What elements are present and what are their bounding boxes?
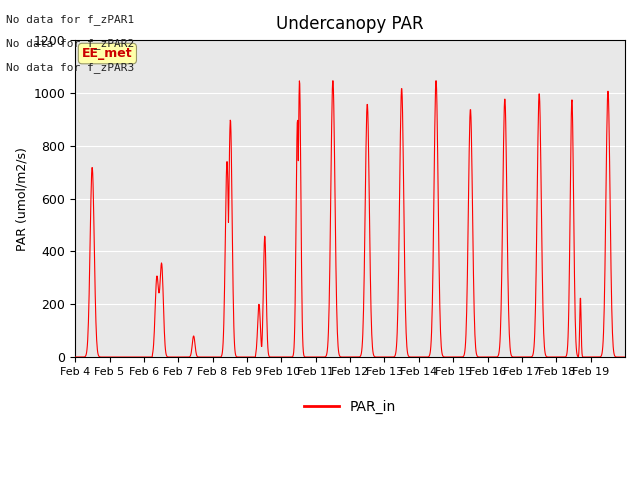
Text: No data for f_zPAR3: No data for f_zPAR3 [6, 62, 134, 73]
Text: EE_met: EE_met [82, 47, 132, 60]
Text: No data for f_zPAR2: No data for f_zPAR2 [6, 38, 134, 49]
Y-axis label: PAR (umol/m2/s): PAR (umol/m2/s) [15, 146, 28, 251]
Text: No data for f_zPAR1: No data for f_zPAR1 [6, 14, 134, 25]
Title: Undercanopy PAR: Undercanopy PAR [276, 15, 424, 33]
Legend: PAR_in: PAR_in [298, 395, 402, 420]
